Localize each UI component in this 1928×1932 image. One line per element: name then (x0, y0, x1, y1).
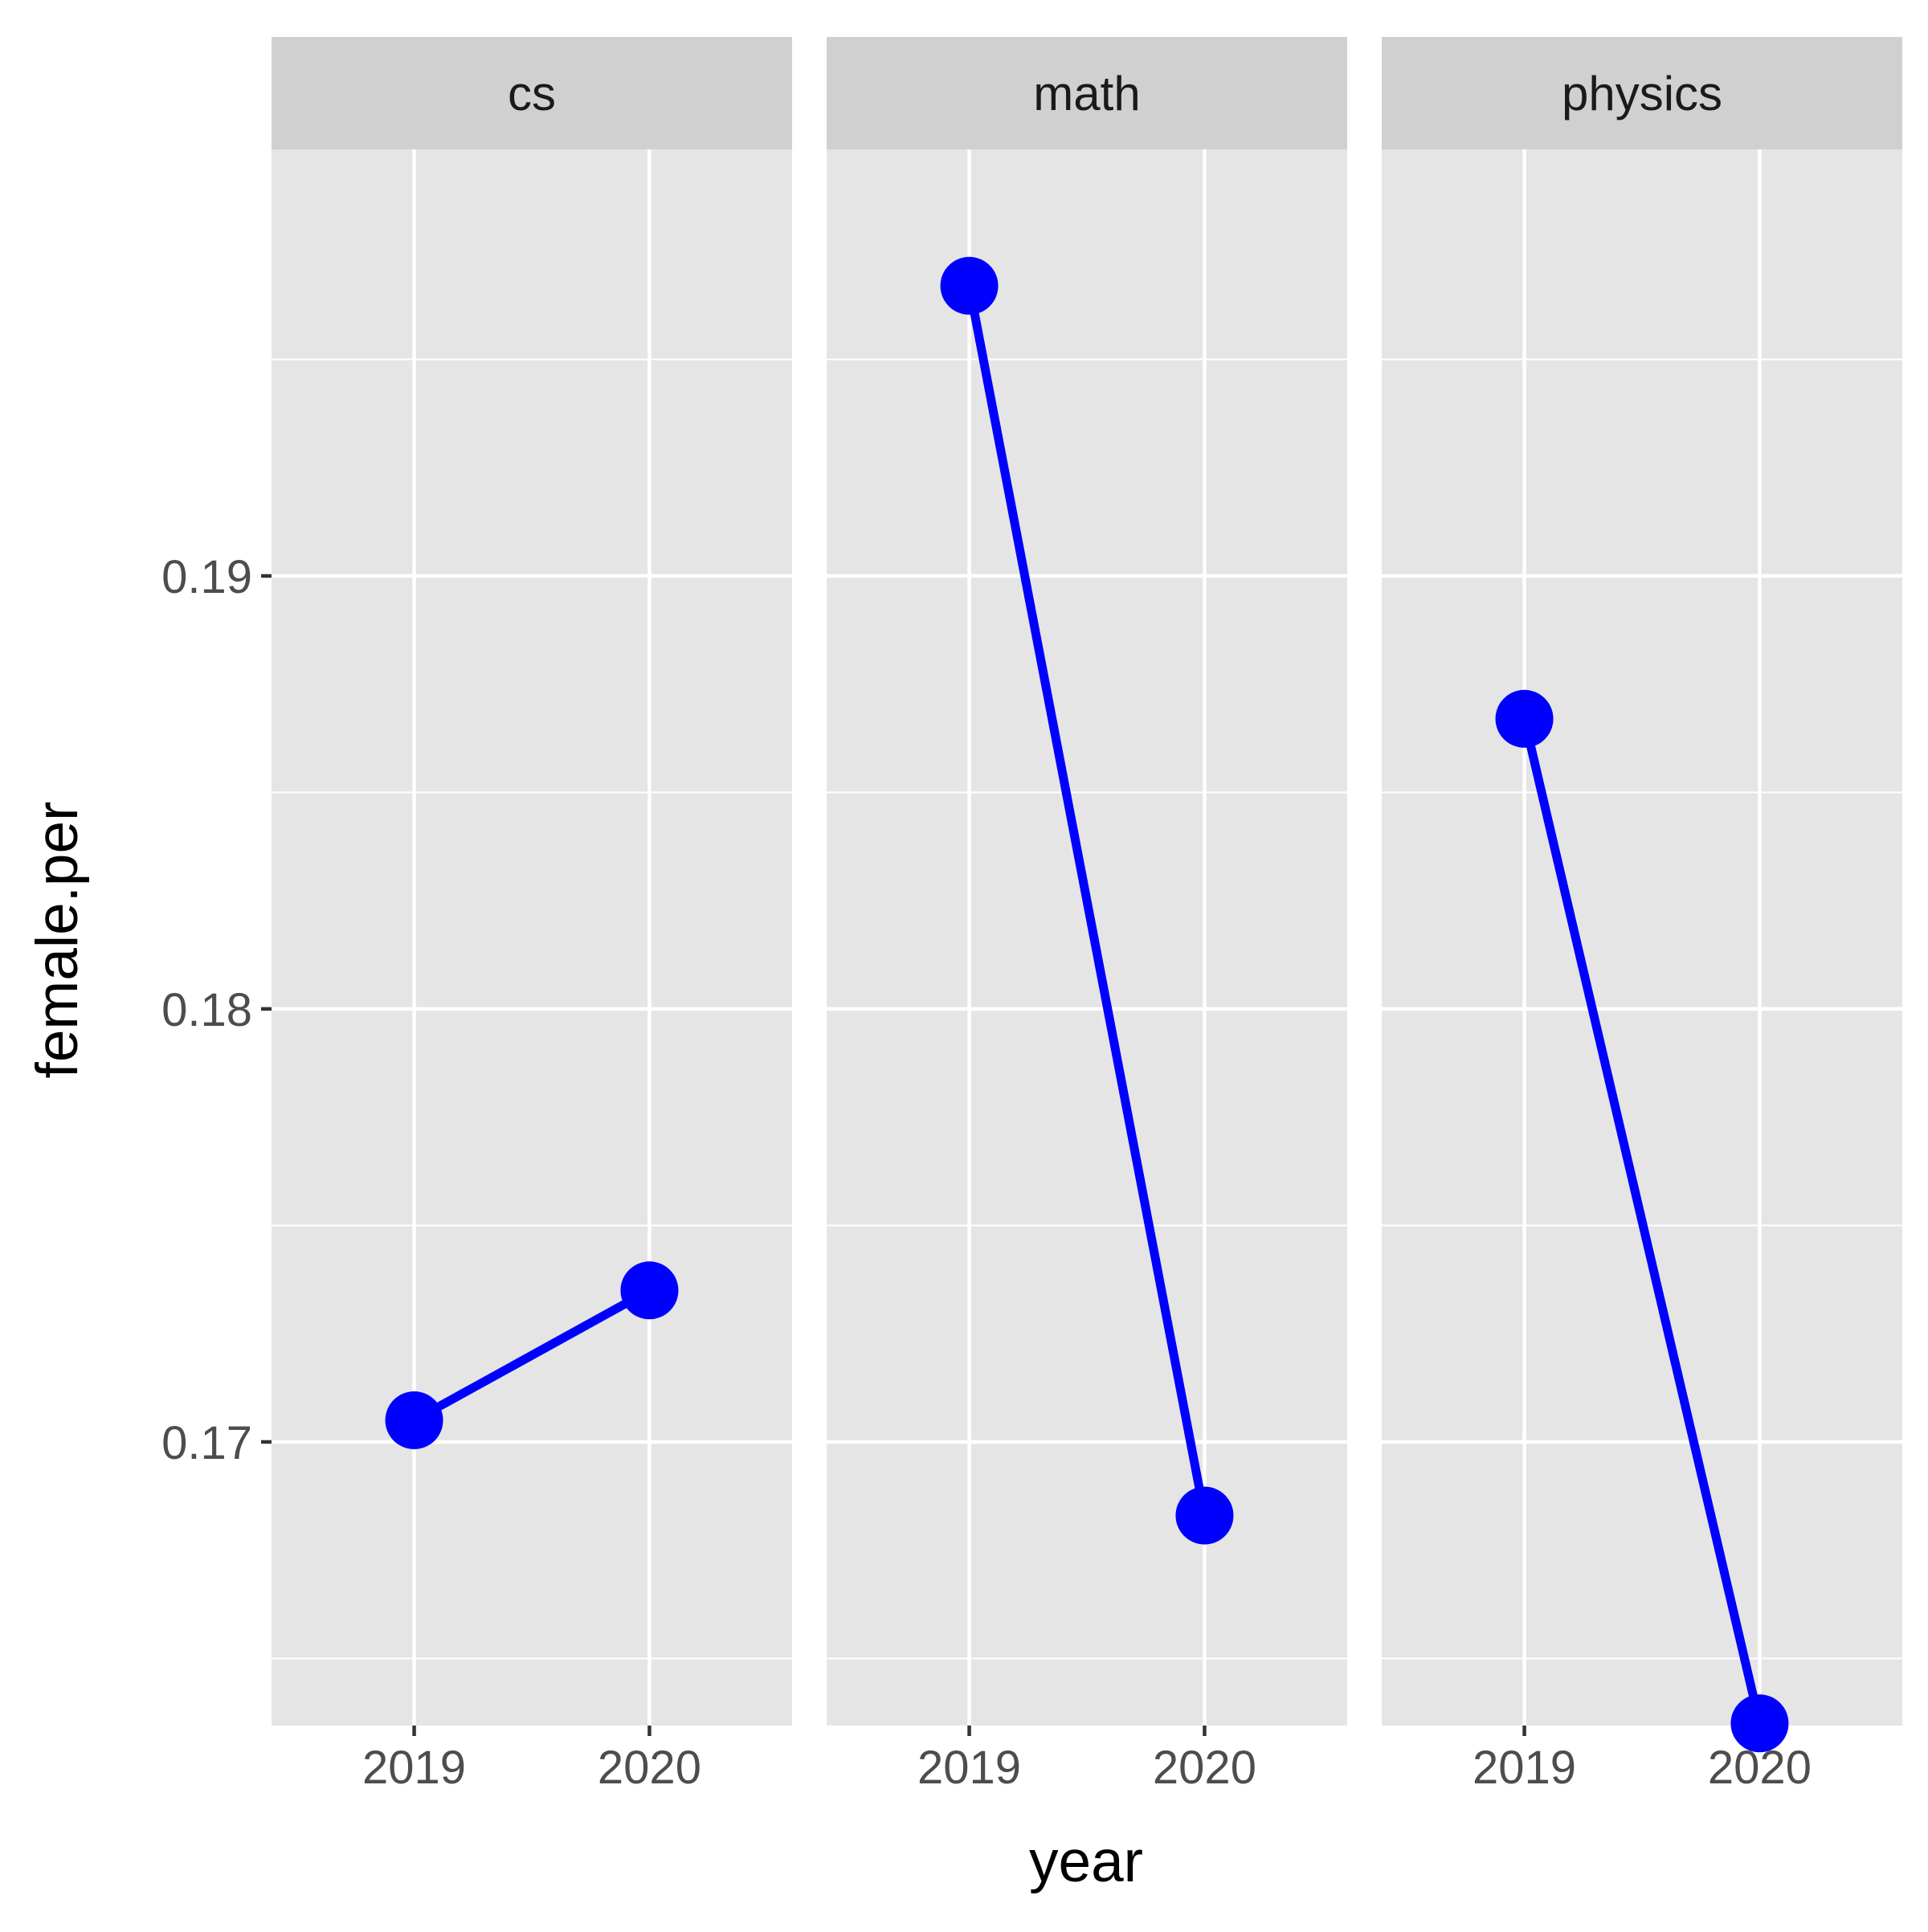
facet-panel-math: math 2019 2020 (827, 37, 1347, 1794)
data-point-physics-2020 (1730, 1694, 1789, 1753)
y-axis: 0.17 0.18 0.19 (161, 551, 272, 1469)
y-tick-label: 0.17 (161, 1417, 252, 1469)
y-tick-label: 0.18 (161, 984, 252, 1036)
y-axis-title: female.per (25, 802, 90, 1079)
series-line-math (965, 284, 1209, 1517)
series-line-physics (1520, 717, 1764, 1725)
facet-strip-math (827, 37, 1347, 149)
data-point-cs-2019 (385, 1391, 443, 1449)
facet-strip-cs (272, 37, 792, 149)
x-tick-label-2019: 2019 (362, 1742, 466, 1794)
facet-strip-physics (1382, 37, 1902, 149)
data-point-cs-2020 (620, 1261, 679, 1320)
facet-panel-cs: cs 2019 2020 (272, 37, 792, 1794)
facet-strip-label-cs: cs (508, 67, 556, 120)
series-line-cs (411, 1286, 652, 1424)
y-tick-label: 0.19 (161, 551, 252, 603)
x-axis-title: year (1029, 1829, 1143, 1894)
panel-background-cs (272, 149, 792, 1726)
x-tick-label-2019: 2019 (917, 1742, 1021, 1794)
facet-strip-label-physics: physics (1562, 67, 1722, 120)
x-tick-label-2020: 2020 (1153, 1742, 1256, 1794)
data-point-physics-2019 (1495, 689, 1554, 748)
facet-strip-label-math: math (1033, 67, 1140, 120)
x-tick-label-2020: 2020 (598, 1742, 701, 1794)
panel-background-physics (1382, 149, 1902, 1726)
data-point-math-2020 (1175, 1486, 1234, 1545)
panel-background-math (827, 149, 1347, 1726)
x-tick-label-2019: 2019 (1473, 1742, 1576, 1794)
data-point-math-2019 (940, 256, 999, 315)
